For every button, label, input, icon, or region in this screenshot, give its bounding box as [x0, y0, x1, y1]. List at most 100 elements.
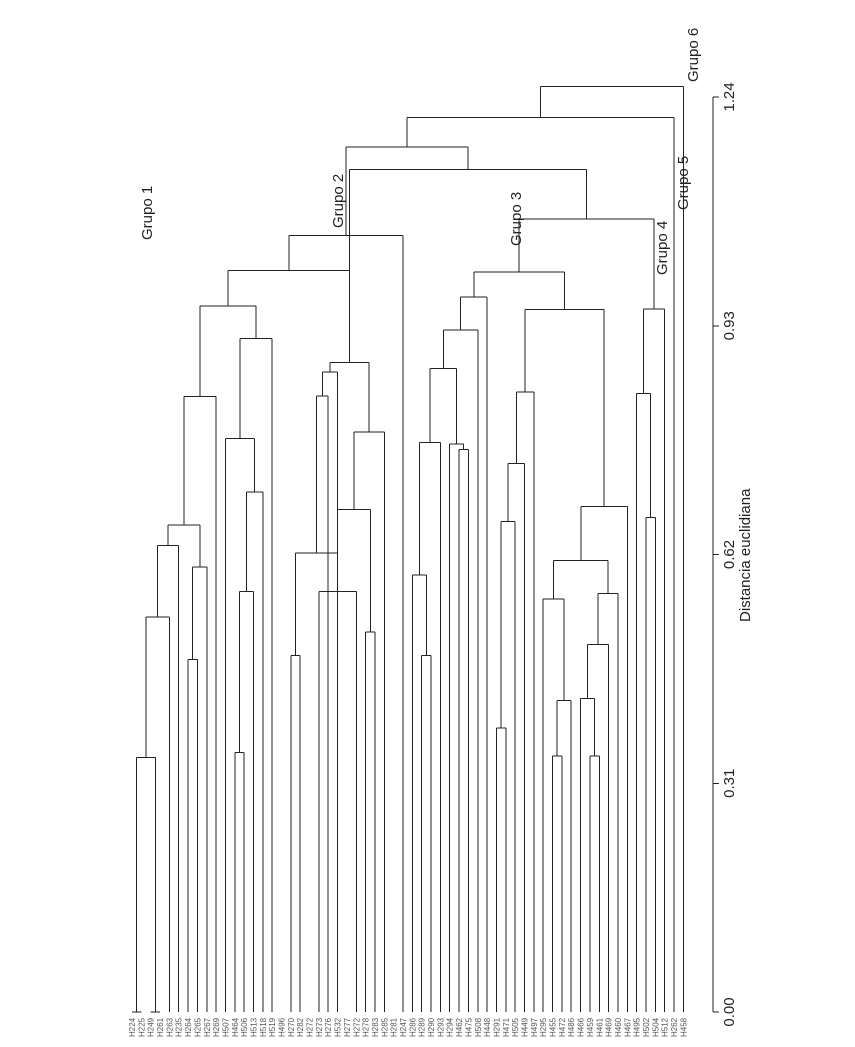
merge-link: [542, 598, 565, 1012]
tick-label: 0.31: [721, 769, 738, 798]
leaf-label: H235: [175, 1017, 184, 1037]
merge-link: [227, 269, 351, 363]
merge-link: [234, 751, 245, 1012]
leaf-label: H247: [399, 1017, 408, 1037]
leaf-label: H285: [380, 1017, 389, 1037]
merge-link: [245, 491, 264, 1012]
merge-link: [587, 644, 610, 1012]
merge-link: [295, 552, 339, 656]
leaf-label: H459: [586, 1017, 595, 1037]
leaf-label: H464: [231, 1017, 240, 1037]
leaf-label: H290: [427, 1017, 436, 1037]
leaf-label: H495: [633, 1017, 642, 1037]
leaf-label: H278: [362, 1017, 371, 1037]
leaf-label: H273: [315, 1017, 324, 1037]
leaf-label: H281: [390, 1017, 399, 1037]
leaf-label: H469: [605, 1017, 614, 1037]
leaf-label: H272: [352, 1017, 361, 1037]
leaf-label: H475: [464, 1017, 473, 1037]
leaf-label: H289: [418, 1017, 427, 1037]
leaf-label: H461: [595, 1017, 604, 1037]
leaf-label: H462: [455, 1017, 464, 1037]
merge-link: [224, 438, 256, 1012]
leaf-label: H458: [679, 1017, 688, 1037]
merge-link: [145, 616, 170, 1012]
merge-link: [556, 700, 572, 1012]
leaf-label: H467: [623, 1017, 632, 1037]
leaf-label: H519: [268, 1017, 277, 1037]
group-labels: Grupo 1 Grupo 2 Grupo 3 Grupo 4 Grupo 5 …: [139, 28, 702, 275]
leaf-label: H224: [128, 1017, 137, 1037]
merge-link: [645, 517, 656, 1012]
merge-link: [597, 593, 619, 1012]
merge-link: [524, 309, 605, 507]
leaf-label: H293: [436, 1017, 445, 1037]
leaf-label: H291: [492, 1017, 501, 1037]
leaf-label: H267: [203, 1017, 212, 1037]
leaf-label: H507: [221, 1017, 230, 1037]
leaf-label: H504: [651, 1017, 660, 1037]
merge-link: [442, 329, 479, 1012]
leaf-label: H466: [577, 1017, 586, 1037]
merge-link: [418, 441, 441, 1012]
leaf-label: H276: [324, 1017, 333, 1037]
group-label-1: Grupo 1: [139, 186, 156, 240]
leaf-label: H286: [408, 1017, 417, 1037]
merge-link: [192, 566, 208, 1012]
merge-link: [157, 545, 180, 1012]
merge-link: [316, 395, 329, 1012]
leaf-label: H262: [670, 1017, 679, 1037]
leaf-label: H269: [212, 1017, 221, 1037]
leaf-label: H486: [567, 1017, 576, 1037]
leaf-label: H496: [278, 1017, 287, 1037]
merge-link: [580, 506, 628, 1012]
leaf-label: H512: [661, 1017, 670, 1037]
distance-axis: 0.00 0.31 0.62 0.93 1.24: [712, 82, 738, 1027]
merge-link: [643, 308, 666, 1012]
leaf-label: H295: [539, 1017, 548, 1037]
merge-link: [365, 631, 376, 1012]
leaf-label: H460: [614, 1017, 623, 1037]
tick-label: 0.93: [721, 311, 738, 340]
leaf-label: H471: [502, 1017, 511, 1037]
merge-link: [429, 368, 458, 444]
leaf-label: H497: [530, 1017, 539, 1037]
merge-link: [239, 337, 273, 1012]
merge-link: [636, 393, 652, 1012]
group-label-3: Grupo 3: [508, 192, 525, 246]
leaf-label: H272: [306, 1017, 315, 1037]
leaf-label: H508: [474, 1017, 483, 1037]
leaf-label: H294: [446, 1017, 455, 1037]
group-label-4: Grupo 4: [654, 221, 671, 275]
merge-link: [540, 86, 684, 1012]
merge-link: [589, 755, 600, 1012]
leaf-label: H505: [511, 1017, 520, 1037]
dendrogram-tree: [132, 86, 684, 1013]
merge-link: [136, 756, 156, 1012]
leaf-label: H282: [296, 1017, 305, 1037]
merge-link: [349, 168, 588, 363]
merge-link: [345, 146, 469, 236]
leaf-label: H472: [558, 1017, 567, 1037]
merge-link: [495, 727, 507, 1012]
merge-link: [500, 520, 516, 1012]
leaf-label: H263: [165, 1017, 174, 1037]
leaf-label: H532: [334, 1017, 343, 1037]
merge-link: [458, 449, 469, 1012]
leaf-labels: H224 H225 H249 H261 H263 H235 H264 H265 H267 H269…: [128, 1017, 688, 1037]
leaf-label: H448: [483, 1017, 492, 1037]
leaf-label: H455: [549, 1017, 558, 1037]
tick-label: 0.00: [721, 997, 738, 1026]
group-label-6: Grupo 6: [685, 28, 702, 82]
merge-link: [518, 218, 655, 309]
leaf-label: H270: [287, 1017, 296, 1037]
merge-link: [353, 431, 385, 1012]
merge-link: [515, 391, 535, 1012]
leaf-label: H449: [520, 1017, 529, 1037]
merge-link: [421, 655, 432, 1012]
merge-link: [507, 463, 525, 1012]
merge-link: [411, 574, 427, 1012]
merge-link: [290, 655, 301, 1012]
merge-link: [337, 508, 371, 632]
